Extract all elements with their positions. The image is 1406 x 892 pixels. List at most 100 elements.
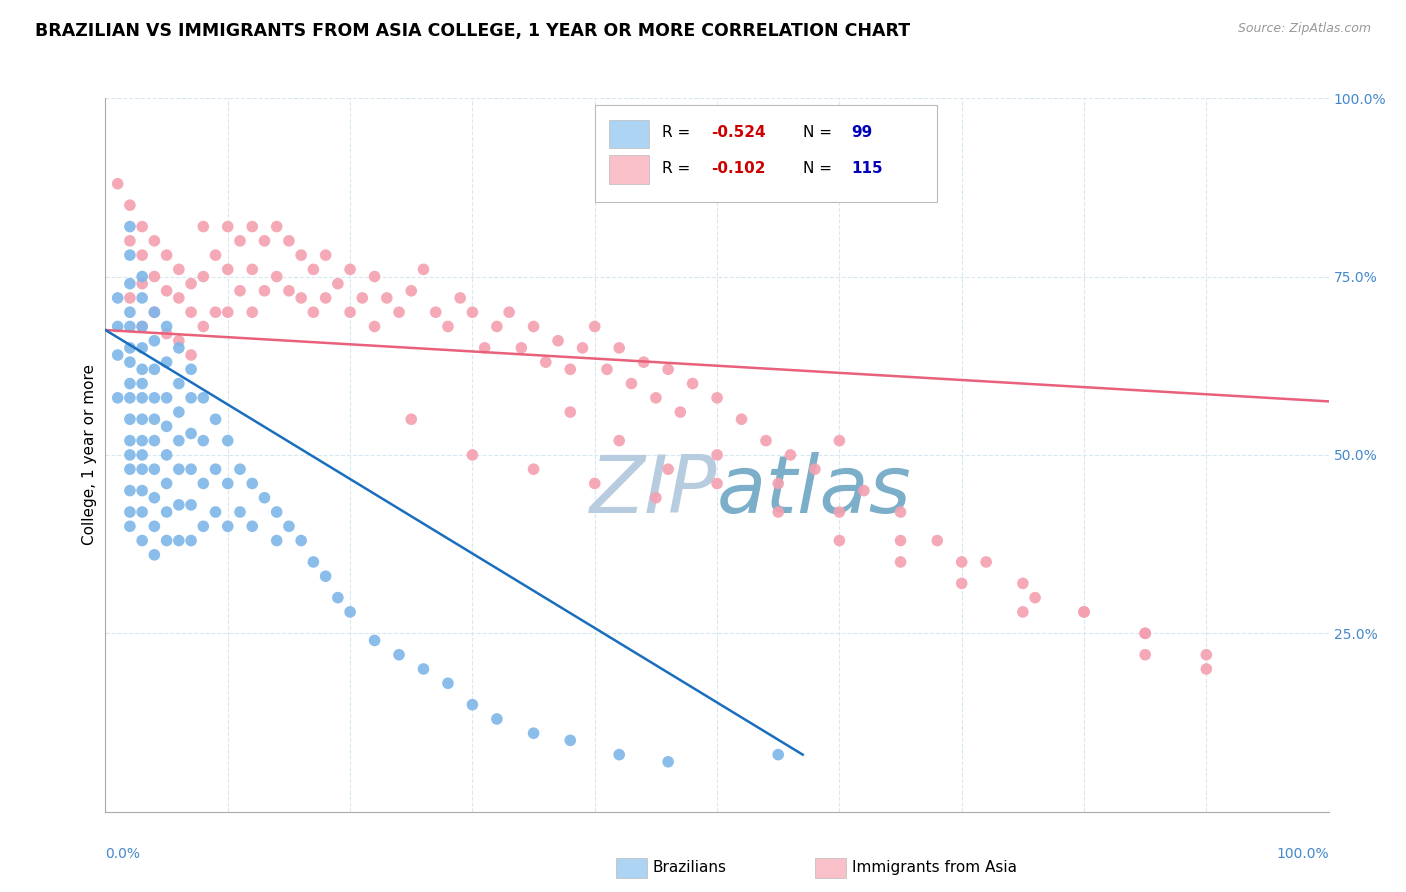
Point [131,412,153,426]
Point [229,462,252,476]
Point [498,305,520,319]
Point [828,434,851,448]
Point [131,277,153,291]
Point [401,412,423,426]
Point [131,219,153,234]
Point [461,305,484,319]
Point [193,519,215,533]
Point [474,341,496,355]
Point [974,555,997,569]
Point [118,291,141,305]
Point [1195,662,1218,676]
Point [229,284,252,298]
Text: N =: N = [803,125,837,140]
Point [290,533,312,548]
Point [388,648,411,662]
Point [143,362,166,376]
Point [217,519,239,533]
Point [315,248,337,262]
Point [156,355,179,369]
Point [412,662,434,676]
Point [522,462,544,476]
Point [131,533,153,548]
Point [143,305,166,319]
Point [315,569,337,583]
Text: R =: R = [662,125,695,140]
Point [1073,605,1095,619]
Point [1011,576,1033,591]
Point [547,334,569,348]
Point [571,341,593,355]
Point [363,269,385,284]
Point [425,305,447,319]
Point [107,291,129,305]
Point [927,533,949,548]
Point [534,355,557,369]
Point [167,291,190,305]
Point [167,405,190,419]
Point [596,362,619,376]
Point [804,462,827,476]
Point [204,305,226,319]
Point [217,262,239,277]
Point [1073,605,1095,619]
Point [326,591,349,605]
Point [204,462,226,476]
Point [118,376,141,391]
Point [217,434,239,448]
Point [118,355,141,369]
Point [180,362,202,376]
Point [167,376,190,391]
Point [278,234,301,248]
Point [352,291,374,305]
Point [560,405,582,419]
Point [339,605,361,619]
Point [1133,626,1156,640]
Point [950,576,973,591]
Point [669,405,692,419]
Point [1011,605,1033,619]
Point [485,712,508,726]
Point [118,319,141,334]
Point [143,434,166,448]
FancyBboxPatch shape [595,105,938,202]
Point [180,348,202,362]
Point [889,533,911,548]
Point [607,434,630,448]
Point [118,519,141,533]
Point [156,284,179,298]
Point [889,505,911,519]
Point [143,391,166,405]
Point [131,391,153,405]
Point [302,305,325,319]
Point [779,448,801,462]
Point [240,262,263,277]
Point [253,491,276,505]
Point [302,262,325,277]
Point [156,419,179,434]
Point [620,376,643,391]
Point [131,448,153,462]
Text: 99: 99 [852,125,873,140]
Point [131,319,153,334]
Point [167,498,190,512]
Point [131,291,153,305]
Point [437,676,460,690]
Point [1195,648,1218,662]
Point [278,284,301,298]
Point [828,533,851,548]
Text: Source: ZipAtlas.com: Source: ZipAtlas.com [1237,22,1371,36]
Point [180,533,202,548]
Point [412,262,434,277]
Text: -0.524: -0.524 [711,125,766,140]
Text: BRAZILIAN VS IMMIGRANTS FROM ASIA COLLEGE, 1 YEAR OR MORE CORRELATION CHART: BRAZILIAN VS IMMIGRANTS FROM ASIA COLLEG… [35,22,910,40]
Point [118,341,141,355]
Point [167,533,190,548]
Point [143,234,166,248]
Text: Immigrants from Asia: Immigrants from Asia [852,861,1017,875]
Point [290,291,312,305]
Point [607,747,630,762]
Point [143,412,166,426]
Point [852,483,875,498]
Point [167,434,190,448]
